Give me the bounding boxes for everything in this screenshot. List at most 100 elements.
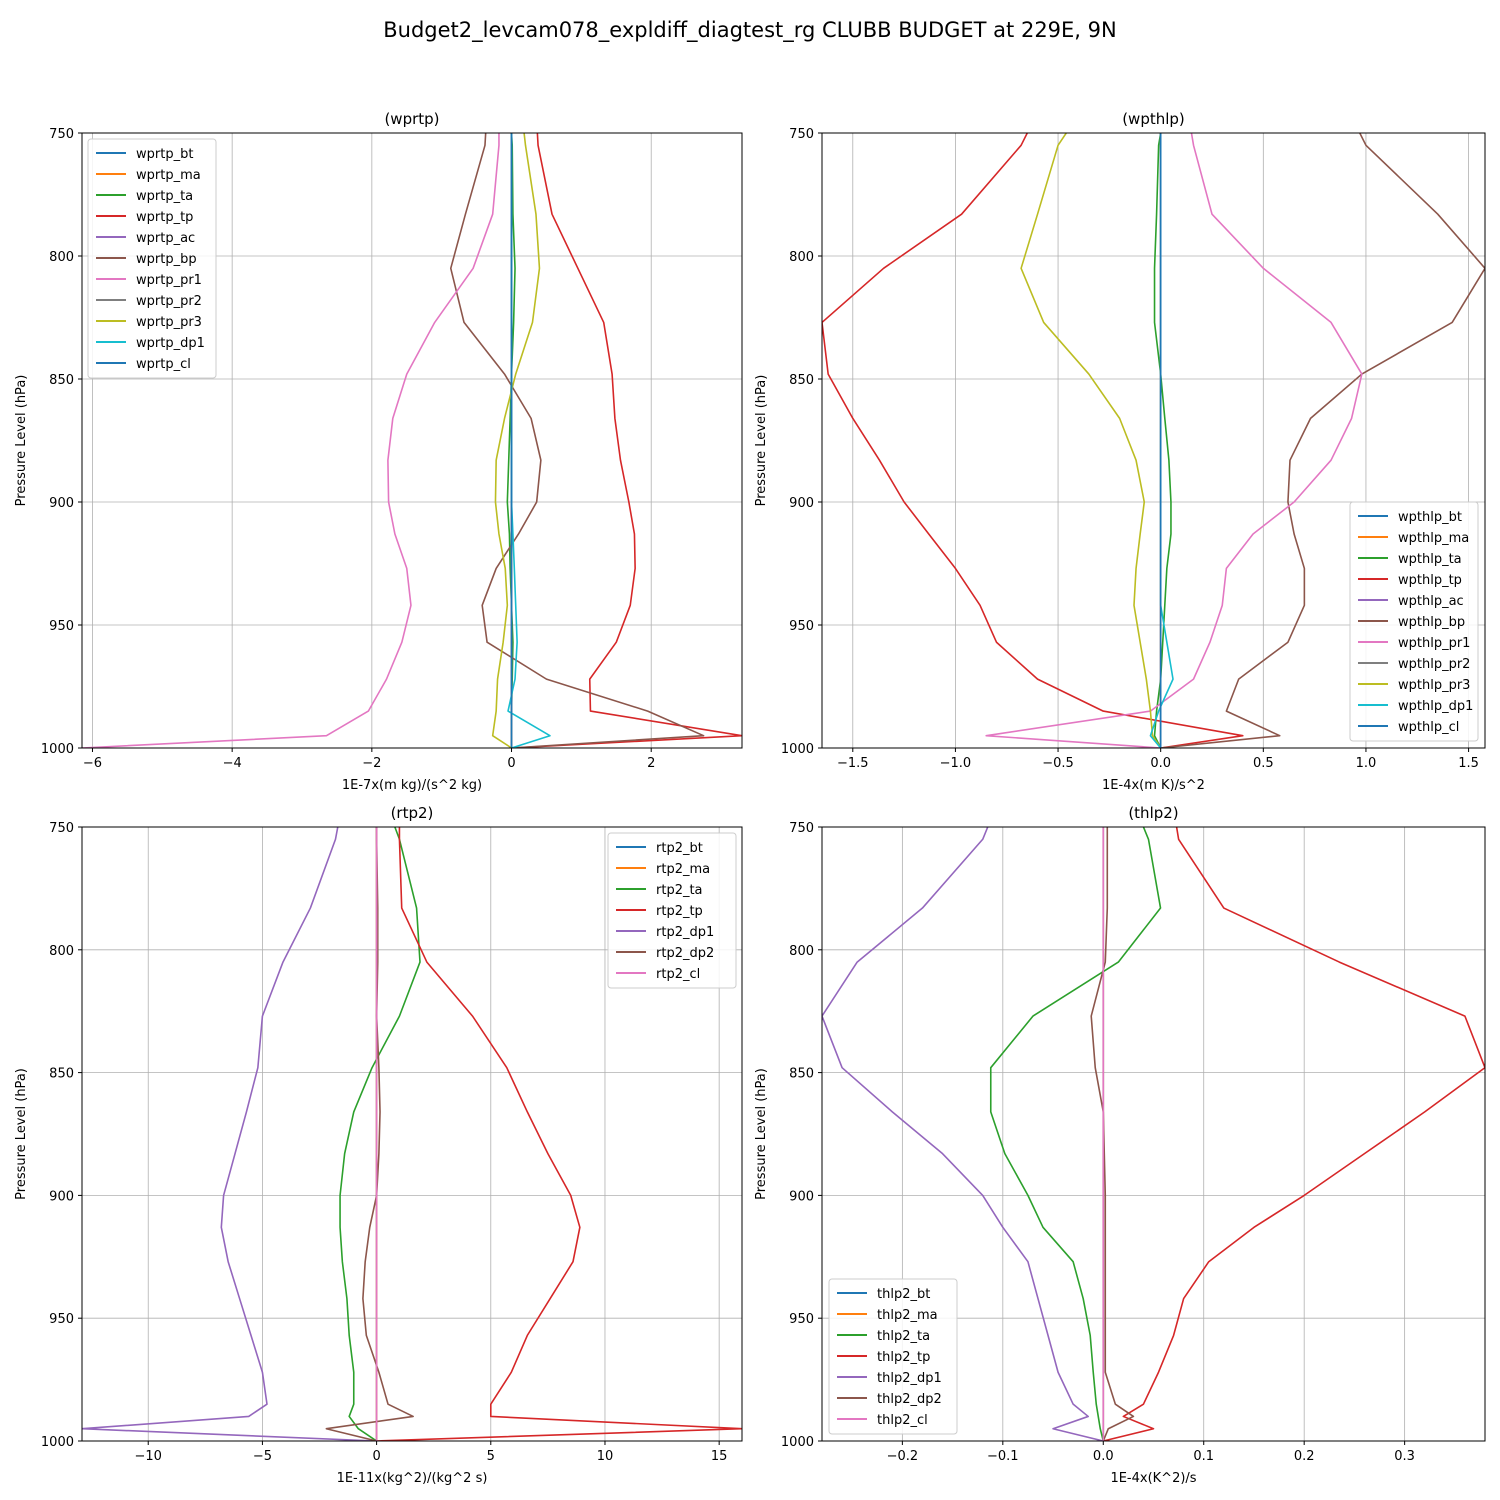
- legend-box: [607, 832, 737, 989]
- x-tick-label: 2: [647, 756, 655, 771]
- series-line-wpthlp_tp: [822, 133, 1244, 748]
- x-tick-label: −4: [223, 756, 242, 771]
- y-axis-label: Pressure Level (hPa): [754, 1068, 769, 1200]
- y-tick-label: 1000: [41, 742, 74, 757]
- axes-frame: [821, 132, 1486, 749]
- y-tick-label: 900: [789, 496, 814, 511]
- series-line-rtp2_ta: [339, 827, 421, 1441]
- ticks: −6 −4 −2 0 2 750 800 850 900 950 1000: [41, 127, 655, 771]
- axes-frame: [81, 132, 743, 749]
- x-tick-label: −0.2: [887, 1449, 919, 1464]
- series-group: [82, 827, 742, 1441]
- legend-label: wpthlp_pr2: [1398, 657, 1470, 672]
- ticks: −10 −5 0 5 10 15 750 800 850 900 950 1000: [41, 821, 728, 1464]
- y-axis-label: Pressure Level (hPa): [14, 1068, 29, 1200]
- legend-box: [828, 1278, 958, 1435]
- y-tick-label: 950: [789, 1312, 814, 1327]
- legend-label: rtp2_cl: [656, 967, 700, 982]
- legend-label: wpthlp_ma: [1398, 531, 1469, 546]
- x-tick-label: 0.3: [1394, 1449, 1415, 1464]
- series-line-wpthlp_bp: [1160, 133, 1485, 748]
- legend-box: [1349, 501, 1479, 742]
- y-tick-label: 850: [49, 373, 74, 388]
- legend-label: wprtp_ma: [136, 168, 201, 183]
- x-tick-label: 0.1: [1193, 1449, 1214, 1464]
- subplot-title: (rtp2): [391, 804, 434, 822]
- y-tick-label: 800: [49, 944, 74, 959]
- y-tick-label: 800: [789, 250, 814, 265]
- legend-label: wpthlp_bp: [1398, 615, 1465, 630]
- series-line-rtp2_dp1: [82, 827, 377, 1441]
- legend-label: thlp2_bt: [877, 1287, 930, 1302]
- x-tick-label: −1.5: [837, 756, 869, 771]
- legend-label: wprtp_dp1: [136, 336, 205, 351]
- x-axis-label: 1E-11x(kg^2)/(kg^2 s): [337, 1471, 488, 1486]
- legend-label: wprtp_bp: [136, 252, 197, 267]
- y-axis-label: Pressure Level (hPa): [754, 375, 769, 507]
- figure-title: Budget2_levcam078_expldiff_diagtest_rg C…: [383, 18, 1116, 43]
- y-tick-label: 800: [49, 250, 74, 265]
- x-tick-label: 0.5: [1253, 756, 1274, 771]
- y-tick-label: 750: [789, 821, 814, 836]
- legend-label: rtp2_dp2: [656, 946, 714, 961]
- x-tick-label: −0.5: [1042, 756, 1074, 771]
- legend-label: thlp2_cl: [877, 1413, 928, 1428]
- legend-label: wprtp_pr3: [136, 315, 202, 330]
- series-group: [822, 133, 1485, 748]
- legend-label: wpthlp_tp: [1398, 573, 1462, 588]
- series-line-wprtp_tp: [511, 133, 742, 748]
- subplot-3: −0.2 −0.1 0.0 0.1 0.2 0.3 750 800 850 900 950 1000 (…: [754, 804, 1486, 1486]
- x-axis-label: 1E-4x(K^2)/s: [1110, 1471, 1196, 1486]
- legend-label: wprtp_pr1: [136, 273, 202, 288]
- x-tick-label: 0: [507, 756, 515, 771]
- series-line-thlp2_ta: [989, 827, 1162, 1441]
- legend-label: thlp2_ta: [877, 1329, 930, 1344]
- subplot-title: (wprtp): [384, 110, 439, 128]
- x-tick-label: −2: [362, 756, 381, 771]
- axes-frame: [81, 826, 743, 1442]
- legend-label: wpthlp_pr3: [1398, 678, 1470, 693]
- x-tick-label: −5: [253, 1449, 272, 1464]
- series-line-thlp2_dp2: [1090, 827, 1135, 1441]
- y-tick-label: 900: [789, 1189, 814, 1204]
- legend-label: wpthlp_dp1: [1398, 699, 1473, 714]
- legend: wpthlp_bt wpthlp_ma wpthlp_ta wpthlp_tpwpth…: [1349, 501, 1479, 742]
- legend-label: thlp2_dp1: [877, 1371, 942, 1386]
- legend-box: [87, 138, 217, 379]
- x-tick-label: 1.0: [1356, 756, 1377, 771]
- y-tick-label: 1000: [781, 1435, 814, 1450]
- x-tick-label: 15: [711, 1449, 728, 1464]
- y-axis-label: Pressure Level (hPa): [14, 375, 29, 507]
- y-tick-label: 1000: [41, 1435, 74, 1450]
- ticks: −0.2 −0.1 0.0 0.1 0.2 0.3 750 800 850 900 950 1000: [781, 821, 1415, 1464]
- x-tick-label: 1.5: [1458, 756, 1479, 771]
- y-tick-label: 900: [49, 496, 74, 511]
- x-tick-label: 5: [487, 1449, 495, 1464]
- x-tick-label: 0.0: [1150, 756, 1171, 771]
- series-line-wpthlp_pr3: [1020, 133, 1162, 748]
- x-axis-label: 1E-4x(m K)/s^2: [1102, 778, 1205, 793]
- y-tick-label: 750: [49, 821, 74, 836]
- legend-label: rtp2_ta: [656, 883, 703, 898]
- legend-label: wprtp_ta: [136, 189, 193, 204]
- series-line-thlp2_tp: [1103, 827, 1485, 1441]
- legend-label: thlp2_dp2: [877, 1392, 942, 1407]
- legend-label: wprtp_bt: [136, 147, 193, 162]
- y-tick-label: 750: [789, 127, 814, 142]
- series-line-wpthlp_ta: [1153, 133, 1172, 748]
- y-tick-label: 800: [789, 944, 814, 959]
- y-tick-label: 750: [49, 127, 74, 142]
- legend-label: rtp2_ma: [656, 862, 710, 877]
- axes-frame: [821, 826, 1486, 1442]
- series-group: [822, 827, 1485, 1441]
- legend-label: wpthlp_pr1: [1398, 636, 1470, 651]
- y-tick-label: 850: [49, 1067, 74, 1082]
- x-axis-label: 1E-7x(m kg)/(s^2 kg): [342, 778, 482, 793]
- y-tick-label: 1000: [781, 742, 814, 757]
- legend-label: wpthlp_cl: [1398, 720, 1459, 735]
- x-tick-label: 10: [597, 1449, 614, 1464]
- x-tick-label: −10: [135, 1449, 162, 1464]
- legend-label: rtp2_tp: [656, 904, 703, 919]
